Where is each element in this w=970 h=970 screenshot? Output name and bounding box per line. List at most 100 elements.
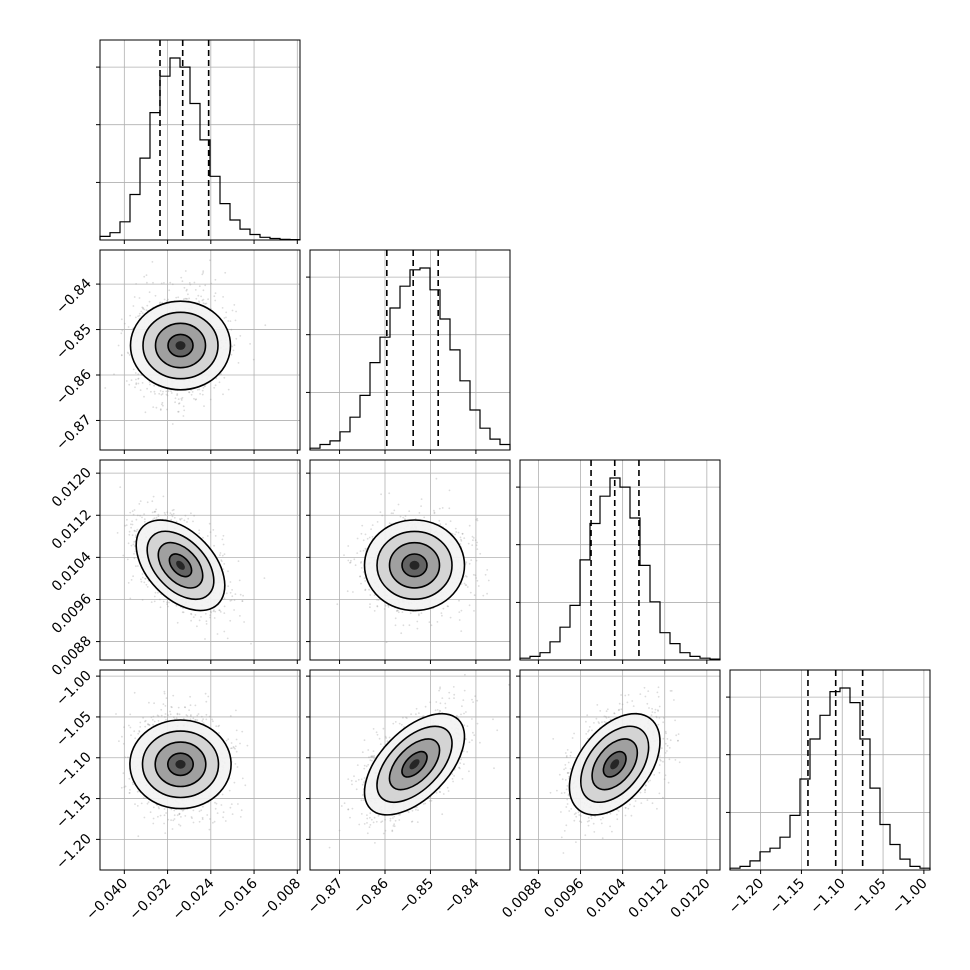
sample-point bbox=[201, 273, 204, 276]
sample-point bbox=[128, 383, 131, 386]
sample-point bbox=[204, 385, 206, 388]
sample-point bbox=[208, 522, 211, 525]
sample-point bbox=[141, 312, 144, 314]
sample-point bbox=[360, 582, 362, 585]
sample-point bbox=[209, 614, 212, 617]
sample-point bbox=[233, 304, 236, 306]
sample-point bbox=[470, 559, 473, 561]
sample-point bbox=[229, 619, 232, 622]
sample-point bbox=[471, 535, 474, 538]
sample-point bbox=[197, 294, 200, 297]
sample-point bbox=[167, 605, 169, 608]
sample-point bbox=[141, 576, 144, 579]
contour-line bbox=[157, 541, 204, 589]
sample-point bbox=[141, 599, 144, 601]
sample-point bbox=[449, 520, 452, 523]
contour-line bbox=[363, 519, 466, 612]
sample-point bbox=[133, 509, 136, 511]
sample-point bbox=[120, 786, 123, 789]
sample-point bbox=[189, 704, 192, 707]
sample-point bbox=[148, 291, 151, 294]
sample-point bbox=[198, 285, 201, 288]
sample-point bbox=[175, 296, 178, 299]
sample-point bbox=[129, 789, 131, 791]
sample-point bbox=[123, 322, 126, 325]
sample-point bbox=[142, 716, 145, 719]
sample-point bbox=[376, 605, 379, 607]
sample-point bbox=[145, 583, 148, 586]
sample-point bbox=[143, 518, 146, 521]
sample-point bbox=[153, 384, 156, 387]
sample-point bbox=[214, 535, 217, 537]
density-fill bbox=[176, 560, 185, 570]
sample-point bbox=[149, 383, 151, 386]
sample-point bbox=[446, 605, 449, 608]
sample-point bbox=[346, 590, 349, 593]
sample-point bbox=[139, 514, 142, 517]
sample-point bbox=[173, 516, 176, 519]
sample-point bbox=[210, 282, 213, 285]
sample-point bbox=[454, 527, 457, 530]
sample-point bbox=[121, 329, 124, 332]
sample-point bbox=[237, 803, 239, 805]
sample-point bbox=[354, 564, 357, 567]
sample-point bbox=[361, 524, 364, 527]
sample-point bbox=[180, 276, 183, 279]
sample-point bbox=[173, 716, 175, 719]
sample-point bbox=[167, 298, 169, 301]
sample-point bbox=[373, 610, 376, 612]
sample-point bbox=[237, 560, 240, 562]
sample-point bbox=[479, 552, 482, 555]
sample-point bbox=[182, 415, 185, 417]
sample-point bbox=[134, 386, 136, 389]
sample-point bbox=[170, 518, 173, 521]
sample-point bbox=[162, 404, 164, 407]
sample-point bbox=[204, 638, 206, 640]
sample-point bbox=[141, 306, 144, 309]
sample-point bbox=[218, 724, 221, 727]
sample-point bbox=[213, 617, 216, 619]
sample-point bbox=[461, 532, 464, 535]
sample-point bbox=[170, 390, 172, 392]
sample-point bbox=[143, 520, 146, 523]
sample-point bbox=[116, 532, 119, 534]
sample-point bbox=[132, 305, 135, 307]
sample-point bbox=[159, 302, 161, 305]
sample-point bbox=[353, 558, 356, 561]
sample-point bbox=[229, 581, 232, 583]
sample-point bbox=[171, 423, 174, 425]
sample-point bbox=[193, 397, 195, 400]
scatter-panel-1-0: −0.87−0.86−0.85−0.84 bbox=[53, 249, 301, 454]
sample-point bbox=[132, 513, 135, 516]
sample-point bbox=[230, 353, 233, 356]
sample-point bbox=[171, 515, 174, 518]
sample-point bbox=[229, 715, 232, 717]
sample-point bbox=[214, 610, 217, 613]
sample-point bbox=[146, 281, 148, 284]
sample-point bbox=[454, 533, 456, 536]
sample-point bbox=[219, 552, 222, 554]
sample-point bbox=[153, 600, 156, 603]
sample-point bbox=[177, 410, 180, 413]
sample-point bbox=[135, 530, 138, 533]
sample-point bbox=[163, 692, 166, 695]
sample-point bbox=[394, 624, 397, 627]
sample-point bbox=[369, 603, 371, 605]
sample-point bbox=[438, 507, 441, 510]
sample-point bbox=[223, 605, 226, 608]
sample-point bbox=[235, 310, 238, 313]
sample-point bbox=[205, 302, 208, 305]
sample-point bbox=[387, 606, 390, 608]
sample-point bbox=[133, 296, 136, 298]
sample-point bbox=[457, 531, 460, 534]
sample-point bbox=[230, 747, 232, 750]
sample-point bbox=[178, 713, 181, 716]
sample-point bbox=[435, 477, 438, 480]
contour-line bbox=[401, 553, 428, 578]
sample-point bbox=[151, 511, 154, 514]
sample-point bbox=[144, 720, 146, 723]
sample-point bbox=[118, 740, 120, 742]
y-tick-label: −0.86 bbox=[53, 366, 95, 408]
sample-point bbox=[352, 591, 354, 593]
sample-point bbox=[468, 604, 471, 607]
